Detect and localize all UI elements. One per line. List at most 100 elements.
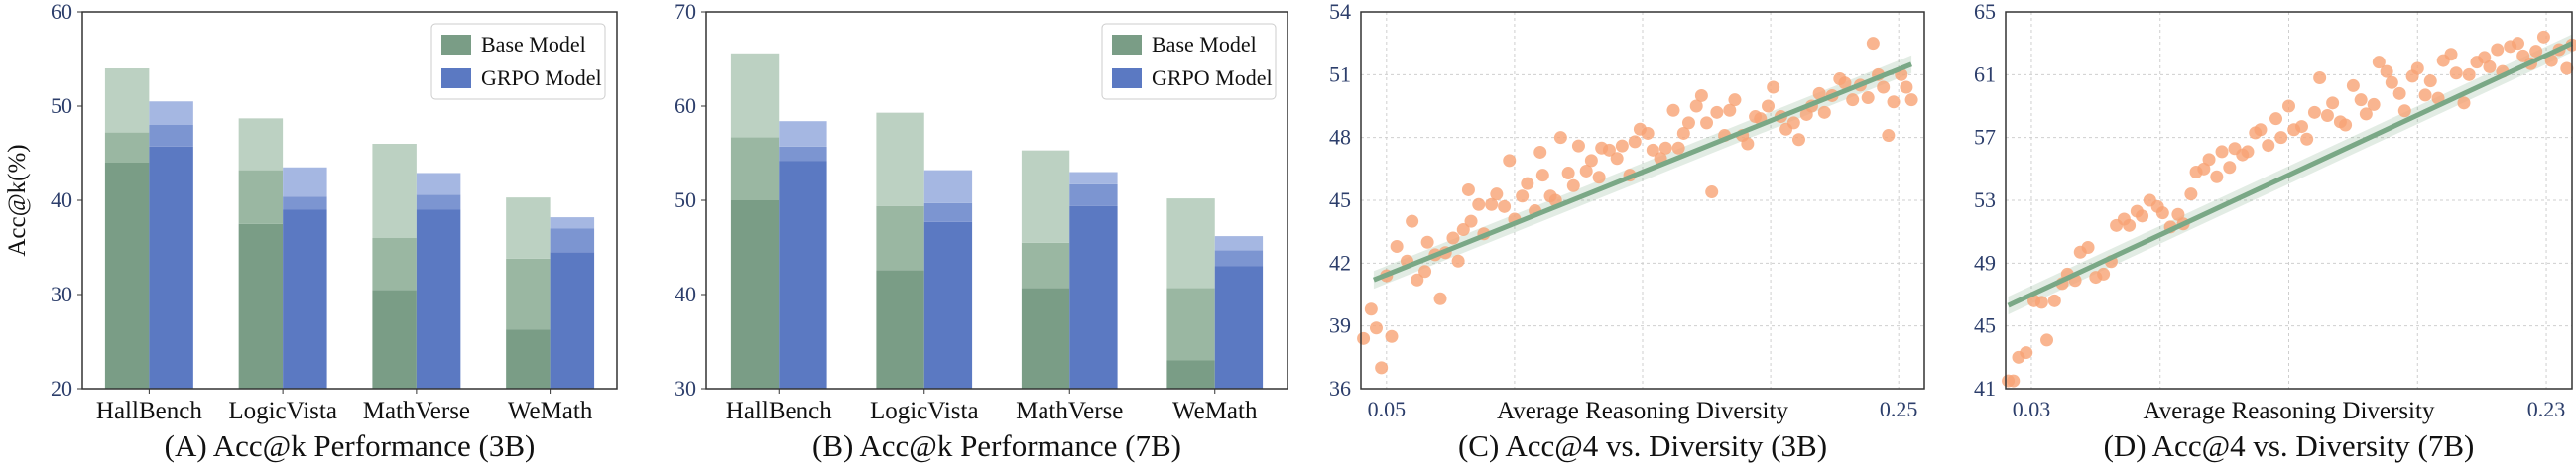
scatter-point	[1593, 171, 1606, 183]
y-tick-label: 30	[675, 376, 696, 401]
scatter-point	[2223, 161, 2236, 174]
base-bar-segment	[105, 68, 149, 133]
x-tick-label: 0.05	[1368, 397, 1407, 421]
scatter-point	[2347, 79, 2360, 92]
x-tick-label: 0.03	[2013, 397, 2051, 421]
scatter-point	[1370, 321, 1383, 334]
scatter-point	[1434, 293, 1447, 305]
scatter-point	[2295, 120, 2308, 133]
scatter-point	[1862, 91, 1875, 104]
scatter-point	[1659, 142, 1672, 155]
scatter-point	[1421, 236, 1434, 249]
scatter-point	[1611, 152, 1624, 165]
grpo-bar-segment	[551, 252, 594, 389]
grpo-bar-segment	[779, 121, 826, 147]
scatter-point	[2123, 219, 2136, 232]
base-bar-segment	[1166, 198, 1214, 288]
scatter-point	[1465, 215, 1478, 228]
grpo-bar-segment	[924, 171, 972, 203]
scatter-point	[1572, 140, 1585, 153]
x-tick-label: 0.25	[1880, 397, 1918, 421]
base-bar-segment	[1166, 288, 1214, 360]
y-tick-label: 36	[1329, 376, 1351, 401]
scatter-point	[2184, 187, 2197, 200]
panel-caption-c: (C) Acc@4 vs. Diversity (3B)	[1458, 428, 1827, 463]
scatter-point	[2386, 76, 2398, 89]
base-bar-segment	[239, 171, 283, 224]
base-bar-segment	[372, 290, 416, 389]
scatter-point	[1490, 187, 1503, 200]
y-tick-label: 45	[1329, 187, 1351, 212]
base-bar-segment	[1022, 151, 1069, 243]
scatter-point	[1498, 200, 1511, 213]
panel-caption-b: (B) Acc@k Performance (7B)	[812, 428, 1181, 463]
scatter-point	[1554, 131, 1567, 144]
y-axis-label: Acc@k(%)	[4, 144, 31, 256]
scatter-point	[2300, 133, 2313, 146]
y-tick-label: 48	[1329, 125, 1351, 150]
scatter-point	[1406, 215, 1418, 228]
y-tick-label: 40	[675, 282, 696, 306]
scatter-point	[2393, 87, 2406, 100]
grpo-bar-segment	[1069, 184, 1117, 206]
scatter-point	[1562, 167, 1575, 179]
y-tick-label: 30	[51, 282, 72, 306]
scatter-point	[1418, 265, 1431, 278]
y-tick-label: 54	[1329, 0, 1351, 24]
grpo-bar-segment	[149, 147, 192, 389]
scatter-point	[2254, 123, 2267, 136]
scatter-point	[1700, 116, 1713, 129]
base-bar-segment	[1166, 361, 1214, 390]
base-bar-segment	[1022, 243, 1069, 289]
grpo-bar-segment	[1215, 236, 1263, 250]
scatter-point	[1503, 154, 1516, 167]
scatter-point	[2262, 139, 2274, 152]
scatter-point	[2419, 88, 2432, 101]
category-label: LogicVista	[228, 398, 337, 424]
legend-swatch-grpo	[441, 68, 471, 88]
scatter-point	[2308, 106, 2321, 119]
category-label: LogicVista	[870, 398, 979, 424]
scatter-point	[2203, 153, 2216, 166]
base-bar-segment	[876, 206, 923, 271]
base-bar-segment	[731, 137, 779, 200]
scatter-point	[1705, 185, 1718, 198]
scatter-point	[1787, 116, 1800, 129]
scatter-point	[1792, 133, 1805, 146]
scatter-point	[1728, 93, 1741, 106]
panel-caption-d: (D) Acc@4 vs. Diversity (7B)	[2104, 428, 2475, 463]
scatter-point	[2483, 60, 2496, 73]
y-tick-label: 50	[675, 187, 696, 212]
x-axis-label: Average Reasoning Diversity	[1497, 398, 1788, 424]
scatter-point	[2040, 333, 2053, 346]
scatter-point	[2156, 206, 2169, 219]
scatter-point	[1767, 81, 1779, 94]
scatter-point	[2512, 37, 2524, 50]
grpo-bar-segment	[417, 194, 460, 209]
y-tick-label: 57	[1974, 125, 1996, 150]
grpo-bar-segment	[1215, 250, 1263, 266]
grpo-bar-segment	[417, 210, 460, 390]
y-tick-label: 41	[1974, 376, 1996, 401]
grpo-bar-segment	[1069, 173, 1117, 184]
y-tick-label: 53	[1974, 187, 1996, 212]
category-label: MathVerse	[1016, 398, 1123, 424]
base-bar-segment	[372, 238, 416, 290]
grpo-bar-segment	[149, 125, 192, 147]
scatter-point	[2321, 109, 2334, 122]
y-tick-label: 65	[1974, 0, 1996, 24]
category-label: HallBench	[96, 398, 202, 424]
scatter-point	[2411, 62, 2424, 75]
scatter-point	[1629, 135, 1642, 148]
grpo-bar-segment	[924, 222, 972, 389]
base-bar-segment	[731, 54, 779, 138]
base-bar-segment	[506, 329, 550, 389]
scatter-point	[1391, 240, 1404, 253]
y-tick-label: 70	[675, 0, 696, 24]
y-tick-label: 60	[675, 93, 696, 118]
base-bar-segment	[372, 144, 416, 238]
grpo-bar-segment	[779, 161, 826, 389]
grpo-bar-segment	[283, 196, 326, 209]
